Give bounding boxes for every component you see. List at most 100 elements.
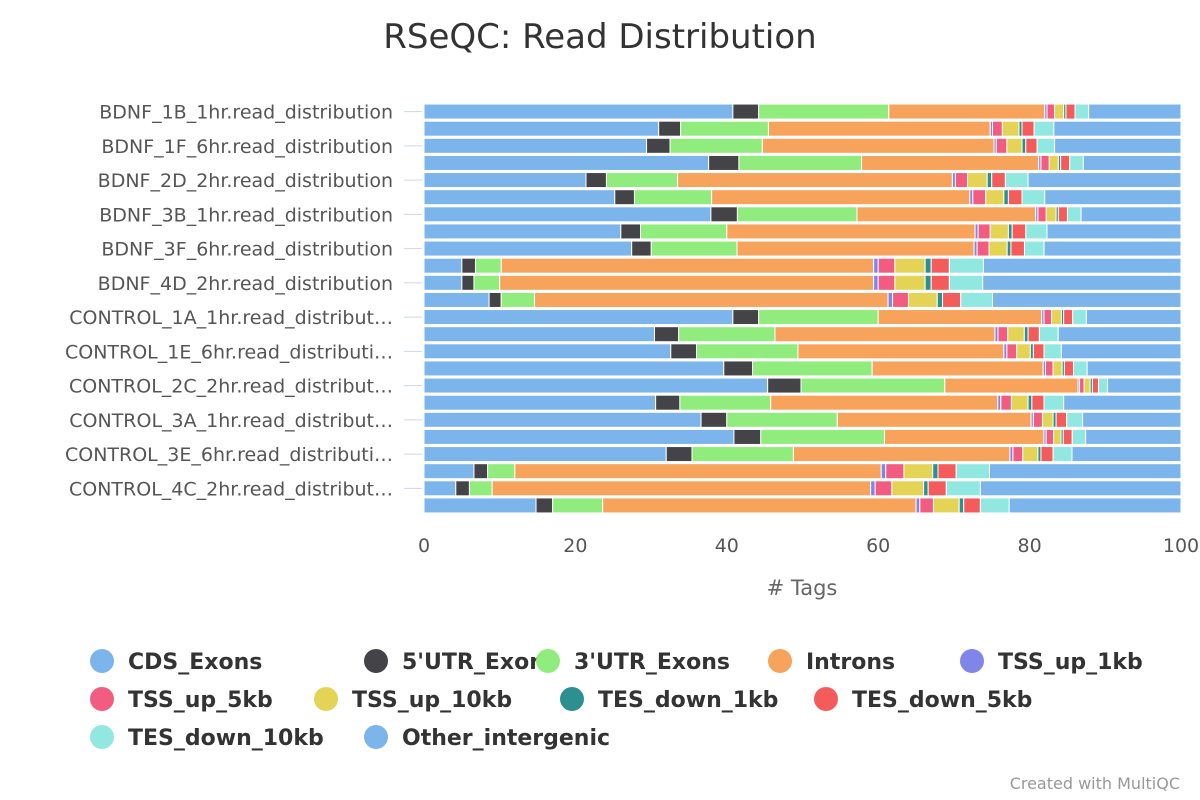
bar-segment-3-utr-exons-row-14[interactable]	[678, 326, 776, 343]
bar-segment-5-utr-exons-row-13[interactable]	[732, 309, 760, 326]
bar-segment-tss-up-5kb-row-17[interactable]	[1079, 377, 1085, 394]
legend-item-5-utr-exons[interactable]: 5'UTR_Exons	[402, 650, 558, 675]
bar-segment-tes-down-1kb-row-22[interactable]	[932, 463, 939, 480]
bar-segment-tss-up-10kb-row-11[interactable]	[894, 274, 926, 291]
bar-segment-tss-up-5kb-row-4[interactable]	[1040, 154, 1050, 171]
bar-segment-other-intergenic-row-20[interactable]	[1085, 428, 1182, 445]
legend-marker-other-intergenic[interactable]	[364, 725, 388, 749]
bar-segment-3-utr-exons-row-12[interactable]	[500, 291, 536, 308]
bar-segment-3-utr-exons-row-7[interactable]	[736, 206, 858, 223]
bar-segment-introns-row-5[interactable]	[677, 172, 953, 189]
bar-segment-3-utr-exons-row-13[interactable]	[758, 309, 879, 326]
bar-segment-tes-down-5kb-row-17[interactable]	[1091, 377, 1099, 394]
bar-segment-other-intergenic-row-6[interactable]	[1044, 189, 1182, 206]
bar-segment-introns-row-4[interactable]	[861, 154, 1040, 171]
bar-segment-cds-exons-row-12[interactable]	[423, 291, 490, 308]
bar-segment-cds-exons-row-8[interactable]	[423, 223, 622, 240]
bar-segment-tss-up-10kb-row-2[interactable]	[1001, 120, 1020, 137]
bar-segment-introns-row-18[interactable]	[770, 394, 999, 411]
bar-segment-tes-down-1kb-row-10[interactable]	[924, 257, 932, 274]
bar-segment-3-utr-exons-row-4[interactable]	[738, 154, 863, 171]
bar-segment-tss-up-10kb-row-14[interactable]	[1007, 326, 1025, 343]
bar-segment-5-utr-exons-row-16[interactable]	[723, 360, 754, 377]
bar-segment-tes-down-1kb-row-24[interactable]	[958, 497, 965, 514]
bar-segment-3-utr-exons-row-16[interactable]	[752, 360, 873, 377]
bar-segment-tes-down-1kb-row-11[interactable]	[924, 274, 932, 291]
bar-segment-introns-row-20[interactable]	[883, 428, 1045, 445]
bar-segment-cds-exons-row-24[interactable]	[423, 497, 537, 514]
bar-segment-5-utr-exons-row-23[interactable]	[455, 480, 470, 497]
bar-segment-tes-down-1kb-row-8[interactable]	[1007, 223, 1013, 240]
bar-segment-tes-down-5kb-row-11[interactable]	[930, 274, 950, 291]
bar-segment-tes-down-1kb-row-6[interactable]	[1003, 189, 1009, 206]
bar-segment-tes-down-10kb-row-21[interactable]	[1052, 446, 1073, 463]
bar-segment-other-intergenic-row-17[interactable]	[1107, 377, 1182, 394]
bar-segment-tss-up-10kb-row-17[interactable]	[1083, 377, 1091, 394]
bar-segment-tes-down-10kb-row-15[interactable]	[1043, 343, 1062, 360]
bar-segment-5-utr-exons-row-1[interactable]	[732, 103, 760, 120]
legend-marker-tes-down-5kb[interactable]	[814, 687, 838, 711]
bar-segment-tss-up-5kb-row-18[interactable]	[1000, 394, 1012, 411]
bar-segment-3-utr-exons-row-24[interactable]	[552, 497, 604, 514]
legend-marker-tes-down-10kb[interactable]	[90, 725, 114, 749]
bar-segment-cds-exons-row-18[interactable]	[423, 394, 657, 411]
bar-segment-tes-down-5kb-row-24[interactable]	[963, 497, 981, 514]
bar-segment-introns-row-11[interactable]	[499, 274, 875, 291]
bar-segment-introns-row-7[interactable]	[856, 206, 1037, 223]
bar-segment-5-utr-exons-row-9[interactable]	[631, 240, 652, 257]
bar-segment-tss-up-5kb-row-8[interactable]	[977, 223, 991, 240]
bar-segment-other-intergenic-row-12[interactable]	[992, 291, 1182, 308]
bar-segment-tss-up-5kb-row-15[interactable]	[1006, 343, 1018, 360]
bar-segment-tss-up-5kb-row-7[interactable]	[1037, 206, 1047, 223]
bar-segment-3-utr-exons-row-5[interactable]	[605, 172, 679, 189]
bar-segment-3-utr-exons-row-8[interactable]	[640, 223, 728, 240]
bar-segment-5-utr-exons-row-17[interactable]	[767, 377, 802, 394]
bar-segment-tss-up-1kb-row-24[interactable]	[915, 497, 921, 514]
legend-item-introns[interactable]: Introns	[806, 650, 895, 675]
bar-segment-tes-down-5kb-row-7[interactable]	[1057, 206, 1068, 223]
bar-segment-cds-exons-row-10[interactable]	[423, 257, 463, 274]
bar-segment-5-utr-exons-row-18[interactable]	[655, 394, 681, 411]
bar-segment-tes-down-5kb-row-21[interactable]	[1040, 446, 1054, 463]
bar-segment-tss-up-10kb-row-3[interactable]	[1006, 137, 1023, 154]
bar-segment-5-utr-exons-row-11[interactable]	[461, 274, 475, 291]
bar-segment-tes-down-5kb-row-14[interactable]	[1027, 326, 1040, 343]
legend-marker-5-utr-exons[interactable]	[364, 649, 388, 673]
bar-segment-tes-down-10kb-row-16[interactable]	[1073, 360, 1088, 377]
bar-segment-tss-up-5kb-row-6[interactable]	[972, 189, 987, 206]
legend-marker-tss-up-1kb[interactable]	[960, 649, 984, 673]
legend-marker-tss-up-10kb[interactable]	[314, 687, 338, 711]
bar-segment-tes-down-5kb-row-20[interactable]	[1062, 428, 1073, 445]
bar-segment-5-utr-exons-row-4[interactable]	[708, 154, 740, 171]
bar-segment-tes-down-5kb-row-5[interactable]	[991, 172, 1006, 189]
bar-segment-other-intergenic-row-9[interactable]	[1043, 240, 1182, 257]
bar-segment-tss-up-10kb-row-15[interactable]	[1016, 343, 1031, 360]
bar-segment-5-utr-exons-row-6[interactable]	[614, 189, 635, 206]
bar-segment-cds-exons-row-17[interactable]	[423, 377, 769, 394]
bar-segment-tss-up-5kb-row-3[interactable]	[995, 137, 1008, 154]
bar-segment-other-intergenic-row-4[interactable]	[1082, 154, 1182, 171]
legend-item-tes-down-5kb[interactable]: TES_down_5kb	[852, 688, 1032, 713]
bar-segment-3-utr-exons-row-15[interactable]	[696, 343, 799, 360]
bar-segment-other-intergenic-row-10[interactable]	[982, 257, 1182, 274]
bar-segment-tes-down-5kb-row-3[interactable]	[1025, 137, 1038, 154]
bar-segment-introns-row-14[interactable]	[774, 326, 996, 343]
bar-segment-cds-exons-row-14[interactable]	[423, 326, 655, 343]
bar-segment-other-intergenic-row-3[interactable]	[1054, 137, 1182, 154]
bar-segment-tss-up-10kb-row-7[interactable]	[1045, 206, 1057, 223]
bar-segment-other-intergenic-row-16[interactable]	[1086, 360, 1182, 377]
bar-segment-3-utr-exons-row-17[interactable]	[800, 377, 946, 394]
bar-segment-introns-row-21[interactable]	[792, 446, 1011, 463]
bar-segment-introns-row-17[interactable]	[944, 377, 1079, 394]
bar-segment-tes-down-5kb-row-1[interactable]	[1065, 103, 1076, 120]
bar-segment-introns-row-1[interactable]	[888, 103, 1046, 120]
bar-segment-3-utr-exons-row-19[interactable]	[726, 411, 838, 428]
bar-segment-tss-up-5kb-row-16[interactable]	[1045, 360, 1054, 377]
bar-segment-tss-up-1kb-row-22[interactable]	[880, 463, 887, 480]
bar-segment-cds-exons-row-4[interactable]	[423, 154, 710, 171]
bar-segment-tss-up-5kb-row-22[interactable]	[885, 463, 905, 480]
bar-segment-other-intergenic-row-14[interactable]	[1057, 326, 1182, 343]
bar-segment-tss-up-10kb-row-24[interactable]	[932, 497, 960, 514]
bar-segment-tes-down-5kb-row-9[interactable]	[1010, 240, 1025, 257]
bar-segment-tes-down-1kb-row-9[interactable]	[1006, 240, 1012, 257]
